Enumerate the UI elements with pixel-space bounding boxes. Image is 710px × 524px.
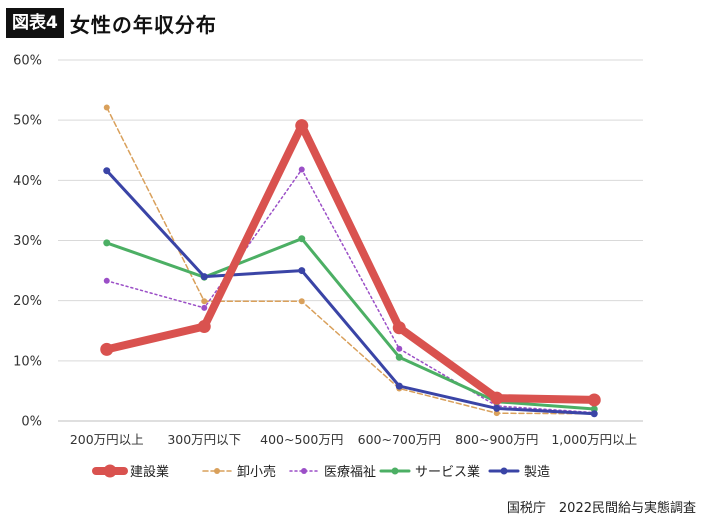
y-tick-label: 0% — [21, 415, 42, 430]
legend-marker — [391, 467, 399, 475]
source-note: 国税庁 2022民間給与実態調査 — [506, 501, 696, 516]
series-line — [105, 169, 596, 416]
y-tick-label: 10% — [13, 354, 42, 369]
data-point — [590, 405, 598, 413]
data-point — [200, 273, 208, 281]
y-tick-label: 40% — [13, 174, 42, 189]
figure-tag: 図表4 — [6, 8, 64, 38]
series-line — [106, 106, 596, 415]
data-point — [298, 166, 305, 173]
series-line — [105, 237, 596, 411]
series-line — [106, 168, 596, 414]
y-tick-label: 30% — [13, 234, 42, 249]
data-point — [395, 353, 403, 361]
legend-label: 製造 — [524, 465, 550, 480]
figure-header: 図表4 女性の年収分布 — [6, 6, 217, 40]
data-point — [493, 410, 500, 417]
y-tick-label: 20% — [13, 294, 42, 309]
data-point — [201, 298, 208, 305]
legend-marker — [301, 468, 307, 474]
x-tick-label: 800~900万円 — [455, 432, 538, 447]
legend-label: サービス業 — [415, 464, 480, 480]
y-tick-label: 60% — [13, 54, 42, 69]
x-tick-label: 600~700万円 — [358, 432, 441, 447]
data-point — [197, 320, 211, 334]
data-point — [103, 277, 110, 284]
data-point — [490, 391, 504, 405]
data-point — [103, 104, 110, 111]
data-point — [295, 119, 309, 133]
x-tick-label: 400~500万円 — [260, 432, 343, 447]
data-point — [493, 404, 501, 412]
data-point — [201, 304, 208, 311]
data-point — [100, 342, 114, 356]
data-point — [590, 410, 598, 418]
figure-title: 女性の年収分布 — [69, 12, 217, 37]
data-point — [396, 345, 403, 352]
legend-marker — [500, 467, 508, 475]
data-point — [298, 298, 305, 305]
x-tick-label: 1,000万円以上 — [551, 432, 637, 447]
x-tick-label: 200万円以上 — [70, 432, 144, 447]
data-point — [298, 267, 306, 275]
legend-marker — [103, 464, 117, 478]
legend-label: 医療福祉 — [324, 465, 376, 480]
legend-marker — [214, 468, 220, 474]
data-point — [392, 321, 406, 335]
y-tick-label: 50% — [13, 114, 42, 129]
data-point — [103, 239, 111, 247]
legend-label: 卸小売 — [237, 464, 276, 480]
data-point — [587, 393, 601, 407]
legend-label: 建設業 — [130, 464, 169, 480]
data-point — [298, 235, 306, 243]
data-point — [395, 382, 403, 390]
x-tick-label: 300万円以下 — [167, 432, 241, 447]
data-point — [103, 167, 111, 175]
series-line — [102, 121, 599, 404]
